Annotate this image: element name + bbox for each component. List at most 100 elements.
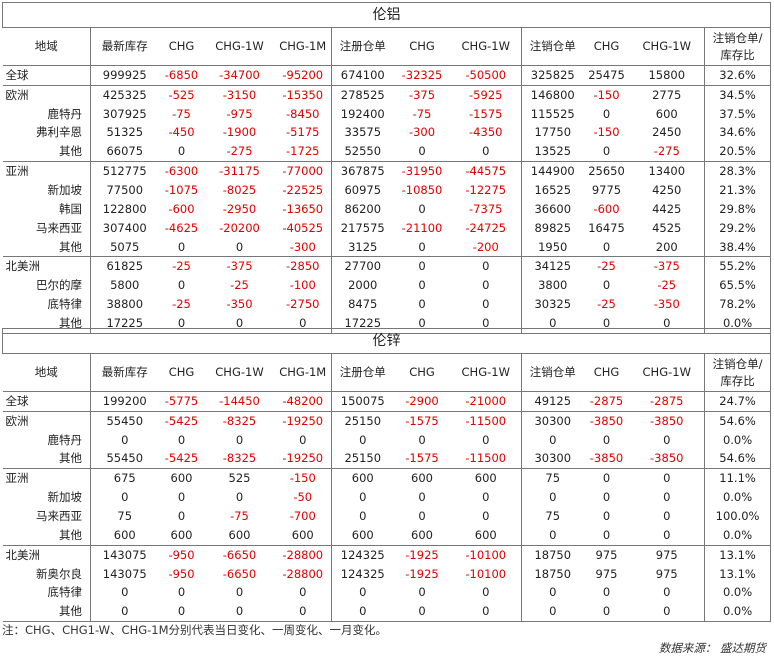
value-cell: 525 — [204, 468, 275, 489]
value-cell: 0 — [235, 239, 244, 254]
value-cell: -1725 — [286, 144, 320, 159]
value-cell: 0 — [393, 602, 451, 623]
value-cell: 278525 — [331, 84, 394, 105]
value-cell: -1900 — [222, 125, 257, 140]
region-cell: 鹿特丹 — [47, 432, 83, 447]
value-cell: 75 — [90, 507, 159, 526]
value-cell: -48200 — [282, 393, 324, 408]
value-cell: 0 — [331, 583, 394, 603]
header-row: 地域 最新库存 CHG CHG-1W CHG-1M 注册仓单 CHG CHG-1W 注销仓单 CH… — [2, 27, 772, 66]
table-row: 其他 66075 0 -275 -1725 52550 0 0 13525 0 -275 20.5% — [3, 142, 772, 162]
value-cell: 60975 — [331, 181, 394, 200]
column-header: 地域 — [2, 27, 91, 66]
table-row: 欧洲 55450 -5425 -8325 -19250 25150 -1575 -11500 3… — [2, 410, 772, 431]
value-cell: 115525 — [521, 104, 584, 124]
value-cell: 307925 — [90, 104, 159, 124]
zinc-table: 伦锌 地域 最新库存 CHG CHG-1W CHG-1M 注册仓单 CHG CHG-1W 注销仓单… — [1, 328, 772, 623]
value-cell: -20200 — [219, 220, 260, 235]
value-cell: 975 — [655, 566, 678, 581]
value-cell: 600 — [331, 468, 394, 489]
column-header: CHG — [393, 27, 451, 66]
value-cell: 0.0% — [703, 525, 772, 546]
table-row: 底特律 0 0 0 0 0 0 0 0 0 0 0.0% — [3, 583, 772, 603]
value-cell: -4350 — [469, 125, 503, 140]
value-cell: 200 — [655, 239, 678, 254]
value-cell: -3850 — [629, 410, 705, 431]
value-cell: 2450 — [652, 125, 682, 140]
value-cell: 0 — [521, 430, 584, 450]
value-cell: -25 — [657, 278, 677, 293]
value-cell: -1575 — [393, 410, 451, 431]
value-cell: 600 — [291, 527, 314, 542]
column-header: CHG-1W — [204, 27, 275, 66]
section-title: 伦锌 — [1, 328, 772, 354]
value-cell: -14450 — [219, 393, 260, 408]
region-cell: 其他 — [59, 144, 82, 159]
value-cell: 0 — [418, 490, 426, 505]
value-cell: -19250 — [282, 451, 324, 466]
value-cell: 33575 — [331, 123, 394, 143]
value-cell: -5425 — [164, 451, 199, 466]
table-row: 其他 5075 0 0 -300 3125 0 -200 1950 0 200 38.4% — [3, 237, 772, 257]
aluminum-table: 伦铝 地域 最新库存 CHG CHG-1W CHG-1M 注册仓单 CHG CHG-1W 注销仓单… — [1, 2, 772, 334]
value-cell: -3850 — [650, 451, 684, 466]
value-cell: 0 — [418, 239, 426, 254]
value-cell: 0 — [482, 508, 490, 523]
value-cell: 0 — [482, 585, 490, 600]
value-cell: -28800 — [274, 544, 332, 565]
table-row: 底特律 38800 -25 -350 -2750 8475 0 0 30325 -25 -350 78… — [3, 295, 772, 314]
value-cell: -75 — [412, 106, 432, 121]
column-header: CHG — [158, 27, 205, 66]
value-cell: -300 — [289, 239, 316, 254]
table-row: 韩国 122800 -600 -2950 -13650 86200 0 -7375 36600-… — [3, 199, 772, 219]
value-cell: 0 — [90, 430, 159, 450]
value-cell: -1925 — [405, 566, 439, 581]
value-cell: -350 — [653, 297, 680, 312]
value-cell: 8475 — [331, 295, 394, 314]
value-cell: 143075 — [90, 564, 159, 584]
region-cell: 马来西亚 — [36, 220, 82, 235]
value-cell: 600 — [228, 527, 251, 542]
column-header: CHG-1W — [450, 353, 522, 392]
value-cell: -375 — [393, 84, 451, 105]
table-row: 亚洲 675 600 525 -150 600 600 600 75 0 0 11.1% — [2, 468, 772, 489]
value-cell: 86200 — [331, 199, 394, 219]
region-cell: 其他 — [2, 602, 91, 623]
value-cell: -24725 — [465, 220, 507, 235]
value-cell: 674100 — [331, 65, 394, 86]
value-cell: -150 — [593, 125, 620, 140]
value-cell: 600 — [655, 106, 678, 121]
value-cell: -5925 — [450, 84, 522, 105]
value-cell: -350 — [226, 297, 253, 312]
value-cell: 16475 — [588, 220, 625, 235]
value-cell: 0 — [663, 508, 671, 523]
value-cell: 54.6% — [703, 410, 772, 431]
value-cell: -75 — [172, 106, 191, 121]
value-cell: -375 — [629, 256, 705, 277]
value-cell: 2775 — [629, 84, 705, 105]
value-cell: -10850 — [401, 182, 443, 197]
value-cell: 0 — [482, 278, 490, 293]
value-cell: 199200 — [90, 391, 159, 412]
value-cell: -2875 — [589, 393, 624, 408]
table-row: 全球 999925 -6850 -34700 -95200 674100 -32325 -50… — [3, 65, 772, 86]
value-cell: 0 — [418, 201, 426, 216]
region-cell: 全球 — [5, 393, 29, 408]
value-cell: 17750 — [521, 123, 584, 143]
value-cell: 2000 — [331, 276, 394, 296]
value-cell: 0 — [418, 297, 426, 312]
value-cell: 0 — [450, 256, 522, 277]
value-cell: 24.7% — [703, 391, 772, 412]
value-cell: 0 — [418, 585, 426, 600]
value-cell: 78.2% — [703, 295, 772, 314]
region-cell: 其他 — [59, 451, 82, 466]
region-cell: 韩国 — [59, 201, 82, 216]
value-cell: -11500 — [465, 451, 507, 466]
value-cell: -25 — [158, 256, 205, 277]
value-cell: 55450 — [90, 449, 159, 469]
region-cell: 弗利辛恩 — [36, 125, 82, 140]
value-cell: -2850 — [274, 256, 332, 277]
value-cell: -8025 — [222, 182, 257, 197]
value-cell: -2875 — [650, 393, 684, 408]
value-cell: 600 — [170, 527, 193, 542]
